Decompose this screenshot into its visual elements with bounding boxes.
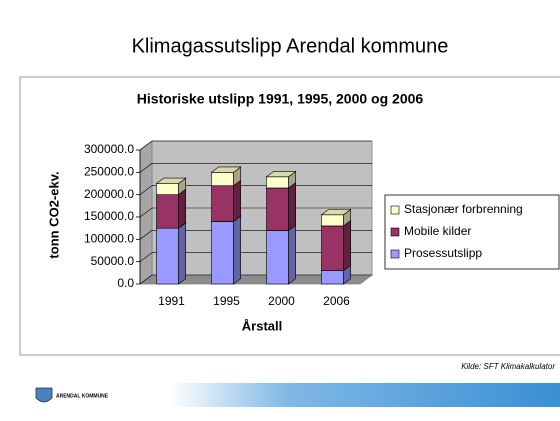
bar-front <box>267 230 289 284</box>
y-tick-label: 300000.0 <box>84 142 134 156</box>
bar <box>322 221 351 271</box>
bar-front <box>157 184 179 195</box>
slide: Klimagassutslipp Arendal kommune Histori… <box>0 0 560 421</box>
bar-front <box>267 188 289 230</box>
y-tick-label: 150000.0 <box>84 209 134 223</box>
source-note: Kilde: SFT Klimakalkulator <box>461 362 555 371</box>
x-tick-label: 2000 <box>268 294 295 308</box>
bar-side <box>344 221 351 271</box>
y-tick-label: 100000.0 <box>84 232 134 246</box>
logo <box>36 388 52 402</box>
bar <box>267 171 296 188</box>
bar <box>157 189 186 228</box>
bar <box>212 216 241 284</box>
y-tick-label: 250000.0 <box>84 165 134 179</box>
bar-side <box>179 189 186 228</box>
bar-side <box>289 183 296 231</box>
x-tick-label: 1991 <box>158 294 185 308</box>
bar-side <box>234 216 241 284</box>
bar-front <box>212 186 234 222</box>
legend-label: Prosessutslipp <box>404 246 482 260</box>
footer-text: ARENDAL KOMMUNE <box>56 393 109 399</box>
bar-side <box>179 223 186 284</box>
bar <box>322 209 351 226</box>
bar-front <box>322 226 344 271</box>
legend-swatch <box>391 206 399 214</box>
x-tick-label: 2006 <box>323 294 350 308</box>
bar-front <box>157 195 179 229</box>
bar <box>267 183 296 231</box>
bar-front <box>212 221 234 284</box>
bar-front <box>322 271 344 284</box>
bar <box>157 223 186 284</box>
y-tick-label: 200000.0 <box>84 187 134 201</box>
footer-band <box>170 383 560 407</box>
x-axis-label: Årstall <box>242 318 282 333</box>
y-tick-label: 0.0 <box>117 276 134 290</box>
chart-title: Historiske utslipp 1991, 1995, 2000 og 2… <box>137 91 424 107</box>
legend-swatch <box>391 228 399 236</box>
bar <box>157 178 186 195</box>
x-tick-label: 1995 <box>213 294 240 308</box>
bar-front <box>212 172 234 185</box>
legend-label: Mobile kilder <box>404 224 471 238</box>
y-axis-label: tonn CO2-ekv. <box>46 171 61 258</box>
bar-front <box>267 177 289 188</box>
bar-side <box>289 225 296 284</box>
slide-title: Klimagassutslipp Arendal kommune <box>132 35 449 57</box>
legend-label: Stasjonær forbrenning <box>404 202 523 216</box>
bar-side <box>234 180 241 221</box>
y-tick-label: 50000.0 <box>91 254 135 268</box>
bar <box>267 225 296 284</box>
bar <box>212 180 241 221</box>
bar-front <box>322 215 344 226</box>
legend-swatch <box>391 250 399 258</box>
bar <box>212 167 241 186</box>
bar-front <box>157 228 179 284</box>
